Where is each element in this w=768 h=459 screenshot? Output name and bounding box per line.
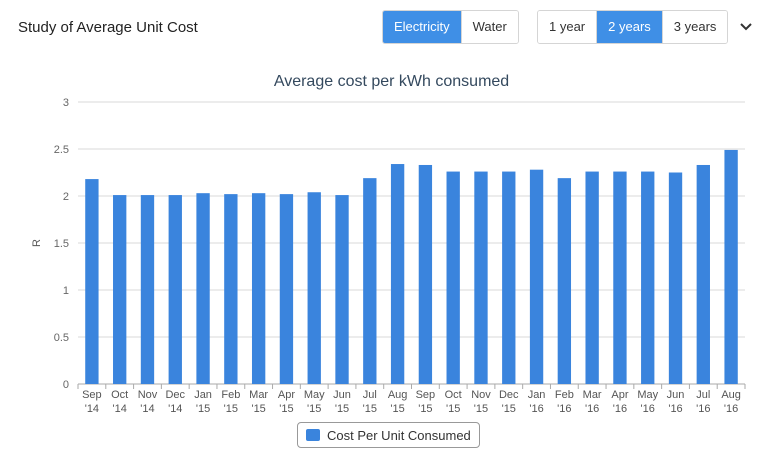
bar: [446, 171, 460, 384]
x-tick-label: '15: [307, 403, 321, 415]
x-tick-label: '16: [668, 403, 682, 415]
x-tick-label: '14: [113, 403, 127, 415]
x-tick-label: Jan: [194, 389, 212, 401]
bar: [613, 171, 627, 384]
water-button[interactable]: Water: [460, 11, 518, 43]
y-tick-label: 0.5: [54, 332, 69, 344]
bar: [307, 192, 321, 384]
y-tick-label: 1.5: [54, 238, 69, 250]
x-tick-label: May: [304, 389, 325, 401]
x-tick-label: Mar: [583, 389, 602, 401]
x-tick-label: '15: [363, 403, 377, 415]
bar: [585, 171, 599, 384]
bar: [474, 171, 488, 384]
x-tick-label: Jul: [696, 389, 710, 401]
x-tick-label: '15: [279, 403, 293, 415]
y-tick-label: 2: [63, 191, 69, 203]
bar: [279, 194, 294, 384]
bar: [502, 171, 516, 384]
bar-chart: Average cost per kWh consumed 0 0.5 1 1.5 2 2.…: [31, 73, 746, 415]
x-tick-label: '15: [502, 403, 516, 415]
utility-toggle: Electricity Water: [382, 10, 519, 44]
x-tick-label: '15: [224, 403, 238, 415]
x-tick-label: '16: [613, 403, 627, 415]
x-tick-label: '15: [251, 403, 265, 415]
x-tick-label: Jan: [528, 389, 546, 401]
bar: [335, 195, 349, 384]
bar: [168, 195, 182, 384]
bar: [724, 149, 738, 384]
x-tick-label: Apr: [278, 389, 295, 401]
x-tick-label: '16: [529, 403, 543, 415]
x-tick-label: '16: [641, 403, 655, 415]
x-tick-label: Oct: [111, 389, 128, 401]
x-tick-label: '15: [418, 403, 432, 415]
x-tick-label: '15: [446, 403, 460, 415]
x-tick-label: Jun: [667, 389, 685, 401]
x-tick-label: Nov: [471, 389, 491, 401]
electricity-button[interactable]: Electricity: [383, 11, 461, 43]
legend-item[interactable]: Cost Per Unit Consumed: [297, 422, 480, 448]
x-tick-label: '15: [335, 403, 349, 415]
bar: [418, 164, 433, 384]
bar: [224, 194, 238, 384]
x-tick-label: '14: [85, 403, 99, 415]
three-years-button[interactable]: 3 years: [661, 11, 728, 43]
bar: [696, 164, 710, 384]
x-tick-label: '15: [196, 403, 210, 415]
x-tick-label: '14: [168, 403, 182, 415]
y-tick-label: 2.5: [54, 144, 69, 156]
x-tick-label: Dec: [165, 389, 185, 401]
chevron-down-icon[interactable]: [738, 18, 754, 34]
bar: [641, 171, 655, 384]
bar: [251, 193, 266, 384]
x-tick-label: Feb: [221, 389, 240, 401]
chart-title: Average cost per kWh consumed: [274, 73, 509, 90]
x-tick-label: Nov: [138, 389, 158, 401]
bar: [196, 193, 210, 384]
y-tick-label: 0: [63, 379, 69, 391]
bar: [140, 195, 155, 384]
bar: [85, 179, 99, 384]
y-tick-label: 3: [63, 97, 69, 109]
bar: [113, 195, 127, 384]
legend-swatch: [306, 429, 320, 441]
y-tick-label: 1: [63, 285, 69, 297]
x-tick-label: Apr: [611, 389, 628, 401]
x-tick-label: Aug: [388, 389, 408, 401]
bar: [557, 178, 572, 384]
two-years-button[interactable]: 2 years: [596, 11, 662, 43]
legend-label: Cost Per Unit Consumed: [327, 427, 471, 443]
x-tick-label: Sep: [82, 389, 102, 401]
y-axis-label: R: [31, 239, 43, 247]
x-tick-label: '16: [585, 403, 599, 415]
bar: [668, 172, 683, 384]
x-tick-label: '15: [474, 403, 488, 415]
x-tick-label: Sep: [416, 389, 436, 401]
x-tick-label: Aug: [721, 389, 741, 401]
x-tick-label: Feb: [555, 389, 574, 401]
x-tick-label: Oct: [445, 389, 462, 401]
one-year-button[interactable]: 1 year: [538, 11, 597, 43]
x-tick-label: Dec: [499, 389, 519, 401]
x-tick-label: May: [637, 389, 658, 401]
bar: [363, 178, 377, 384]
page-title: Study of Average Unit Cost: [18, 19, 198, 36]
x-tick-label: Jul: [363, 389, 377, 401]
x-tick-label: Jun: [333, 389, 351, 401]
bar: [390, 164, 405, 384]
x-tick-label: '16: [557, 403, 571, 415]
period-toggle: 1 year 2 years 3 years: [537, 10, 729, 44]
x-tick-label: '16: [696, 403, 710, 415]
x-tick-label: '16: [724, 403, 738, 415]
x-tick-label: Mar: [249, 389, 268, 401]
bar: [529, 169, 544, 384]
x-tick-label: '15: [390, 403, 404, 415]
x-tick-label: '14: [140, 403, 154, 415]
